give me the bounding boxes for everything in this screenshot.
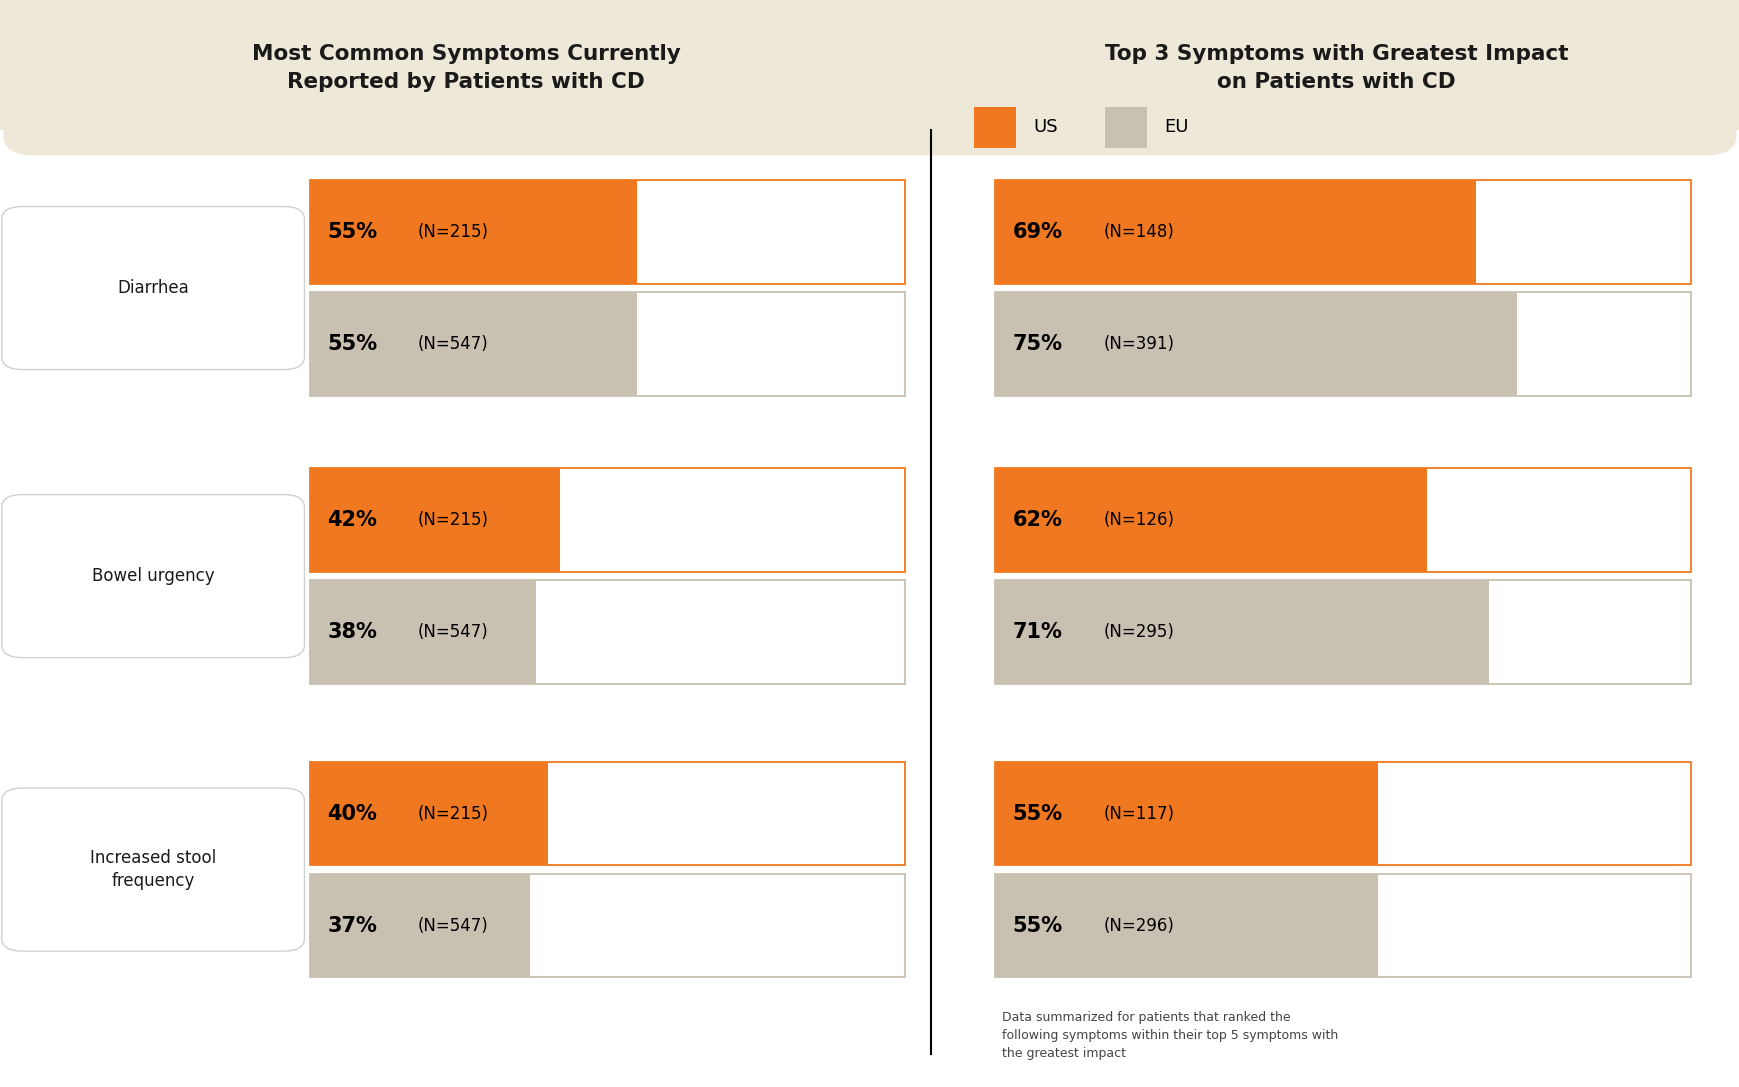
Text: (N=547): (N=547) xyxy=(417,916,489,935)
Text: 37%: 37% xyxy=(327,915,377,936)
Text: 40%: 40% xyxy=(327,803,377,824)
Text: Most Common Symptoms Currently
Reported by Patients with CD: Most Common Symptoms Currently Reported … xyxy=(252,45,680,91)
FancyBboxPatch shape xyxy=(974,107,1016,148)
Text: (N=148): (N=148) xyxy=(1103,223,1174,241)
Text: 55%: 55% xyxy=(327,222,377,242)
Text: (N=215): (N=215) xyxy=(417,511,489,529)
FancyBboxPatch shape xyxy=(995,468,1426,572)
Text: (N=117): (N=117) xyxy=(1103,804,1174,823)
Text: (N=126): (N=126) xyxy=(1103,511,1174,529)
FancyBboxPatch shape xyxy=(0,130,1739,1087)
FancyBboxPatch shape xyxy=(310,180,636,284)
Text: EU: EU xyxy=(1163,118,1188,136)
Text: 55%: 55% xyxy=(327,334,377,354)
Text: (N=296): (N=296) xyxy=(1103,916,1174,935)
FancyBboxPatch shape xyxy=(310,580,536,684)
FancyBboxPatch shape xyxy=(310,874,530,977)
Text: 71%: 71% xyxy=(1012,622,1063,642)
FancyBboxPatch shape xyxy=(310,762,548,865)
Text: 38%: 38% xyxy=(327,622,377,642)
FancyBboxPatch shape xyxy=(995,180,1475,284)
Text: 69%: 69% xyxy=(1012,222,1063,242)
Text: Top 3 Symptoms with Greatest Impact
on Patients with CD: Top 3 Symptoms with Greatest Impact on P… xyxy=(1104,45,1567,91)
FancyBboxPatch shape xyxy=(1104,107,1146,148)
Text: (N=547): (N=547) xyxy=(417,623,489,641)
FancyBboxPatch shape xyxy=(2,495,304,658)
FancyBboxPatch shape xyxy=(2,788,304,951)
Text: Increased stool
frequency: Increased stool frequency xyxy=(90,849,216,890)
FancyBboxPatch shape xyxy=(995,292,1516,396)
FancyBboxPatch shape xyxy=(995,874,1377,977)
Text: Data summarized for patients that ranked the
following symptoms within their top: Data summarized for patients that ranked… xyxy=(1002,1011,1337,1060)
Text: US: US xyxy=(1033,118,1057,136)
Text: (N=215): (N=215) xyxy=(417,804,489,823)
FancyBboxPatch shape xyxy=(310,292,636,396)
FancyBboxPatch shape xyxy=(310,468,560,572)
Text: 55%: 55% xyxy=(1012,915,1063,936)
Text: (N=295): (N=295) xyxy=(1103,623,1174,641)
Text: Diarrhea: Diarrhea xyxy=(117,279,190,297)
Text: Bowel urgency: Bowel urgency xyxy=(92,567,214,585)
Text: 42%: 42% xyxy=(327,510,377,530)
Text: 55%: 55% xyxy=(1012,803,1063,824)
Text: (N=391): (N=391) xyxy=(1103,335,1174,353)
FancyBboxPatch shape xyxy=(995,580,1489,684)
FancyBboxPatch shape xyxy=(995,762,1377,865)
Text: (N=215): (N=215) xyxy=(417,223,489,241)
FancyBboxPatch shape xyxy=(3,0,1736,155)
Text: (N=547): (N=547) xyxy=(417,335,489,353)
Text: 75%: 75% xyxy=(1012,334,1063,354)
FancyBboxPatch shape xyxy=(2,207,304,370)
Text: 62%: 62% xyxy=(1012,510,1063,530)
